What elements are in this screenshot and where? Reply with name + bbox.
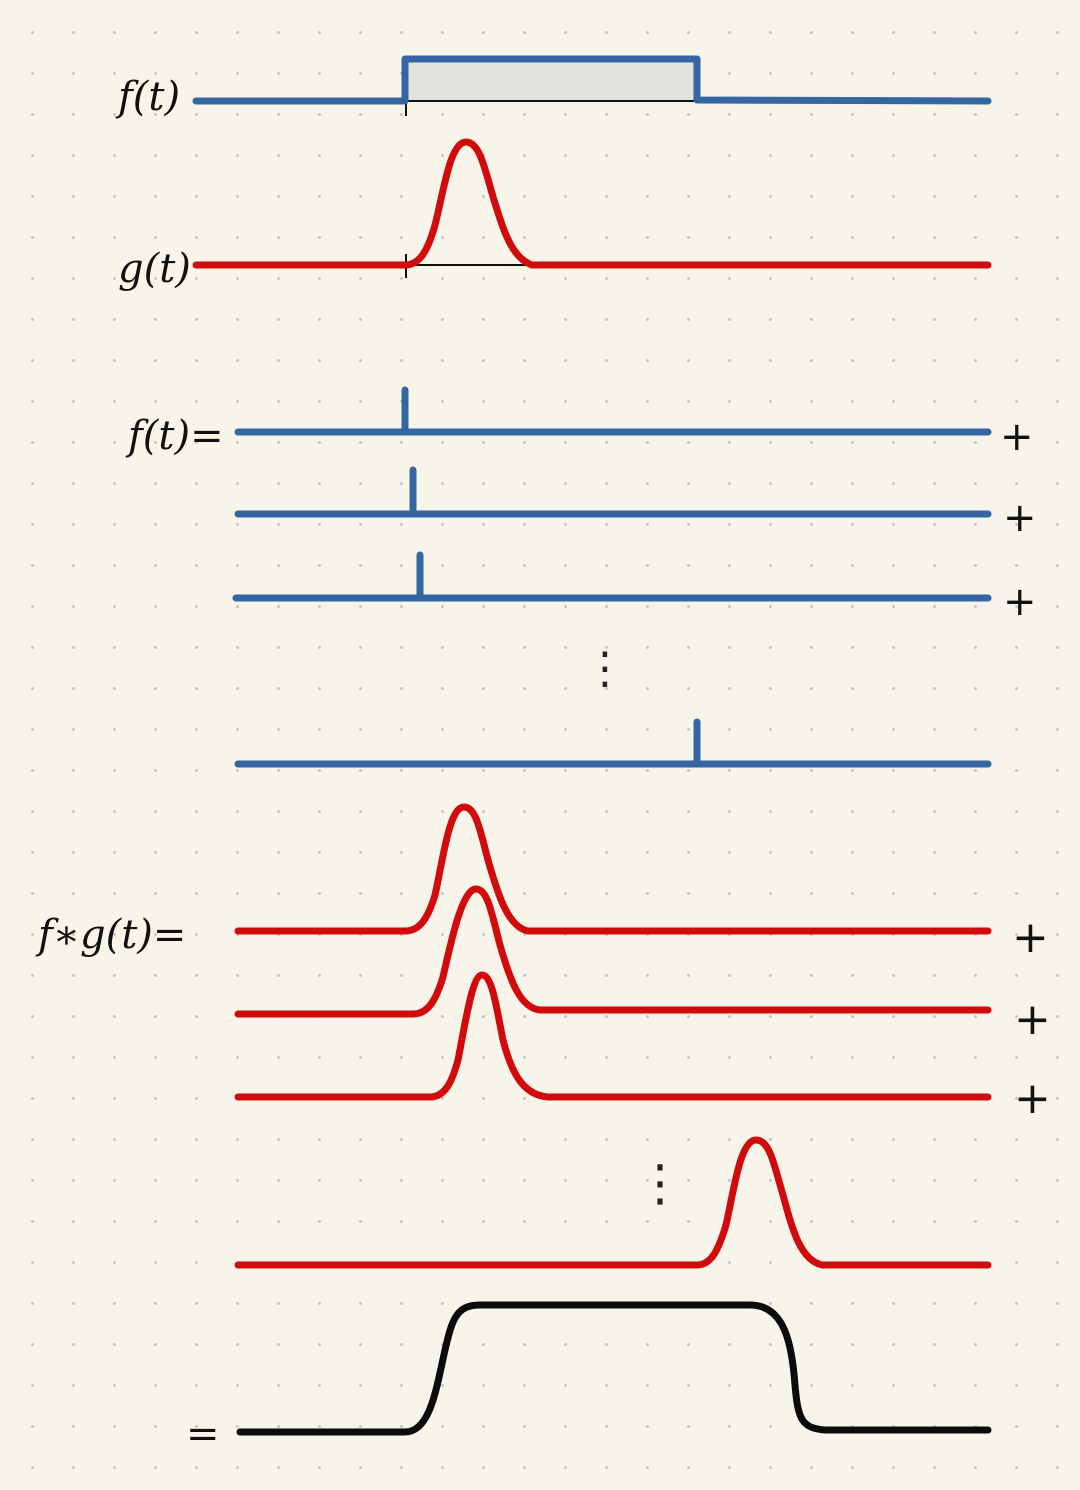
- g-signal-plot: [196, 142, 988, 278]
- f-pulse-fill: [405, 59, 697, 101]
- plus-sign: +: [1000, 414, 1034, 460]
- plus-sign: +: [1003, 579, 1037, 625]
- ellipsis-impulses: ⋮: [583, 643, 627, 694]
- g-label: g(t): [118, 246, 191, 292]
- shifted-g-1: [238, 807, 988, 931]
- shifted-g-2: [238, 889, 988, 1014]
- plus-sign: +: [1014, 994, 1051, 1045]
- result-curve: [240, 1305, 988, 1432]
- plus-sign: +: [1012, 912, 1049, 963]
- plus-sign: +: [1003, 495, 1037, 541]
- convolution-label: f∗g(t)=: [35, 912, 186, 958]
- f-signal-plot: [196, 59, 988, 116]
- impulse-row-1: [238, 390, 988, 432]
- impulse-row-3: [236, 555, 988, 598]
- shifted-g-last: [238, 1140, 988, 1265]
- impulse-row-2: [238, 470, 988, 514]
- f-decomposition-label: f(t)=: [125, 413, 224, 459]
- g-bump-curve: [196, 142, 988, 265]
- f-label: f(t): [115, 74, 180, 120]
- equals-sign: =: [186, 1411, 220, 1457]
- plus-sign: +: [1014, 1073, 1051, 1124]
- impulse-row-last: [238, 722, 988, 764]
- ellipsis-shifted: ⋮: [635, 1154, 685, 1212]
- shifted-g-3: [238, 975, 988, 1097]
